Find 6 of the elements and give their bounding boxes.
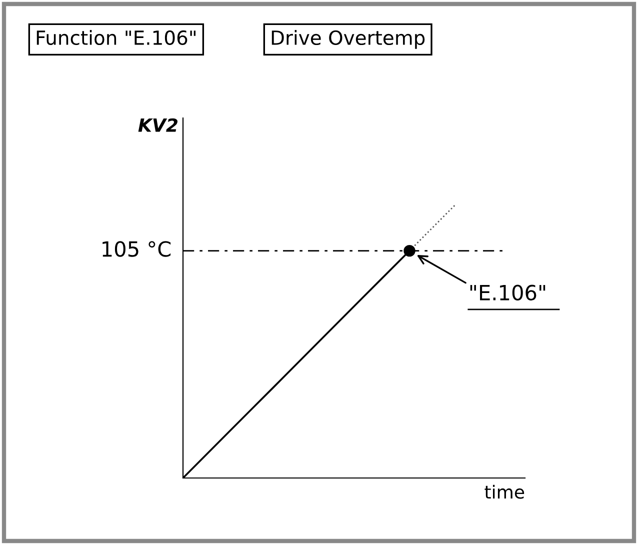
ref-line-label: 105 °C — [102, 241, 171, 257]
y-axis-title: KV2 — [138, 118, 178, 132]
x-axis-title: time — [484, 484, 524, 499]
chart-title: Function "E.106" — [36, 30, 196, 46]
chart-subtitle: Drive Overtemp — [272, 30, 425, 49]
annotation: "E.106" — [470, 284, 546, 300]
